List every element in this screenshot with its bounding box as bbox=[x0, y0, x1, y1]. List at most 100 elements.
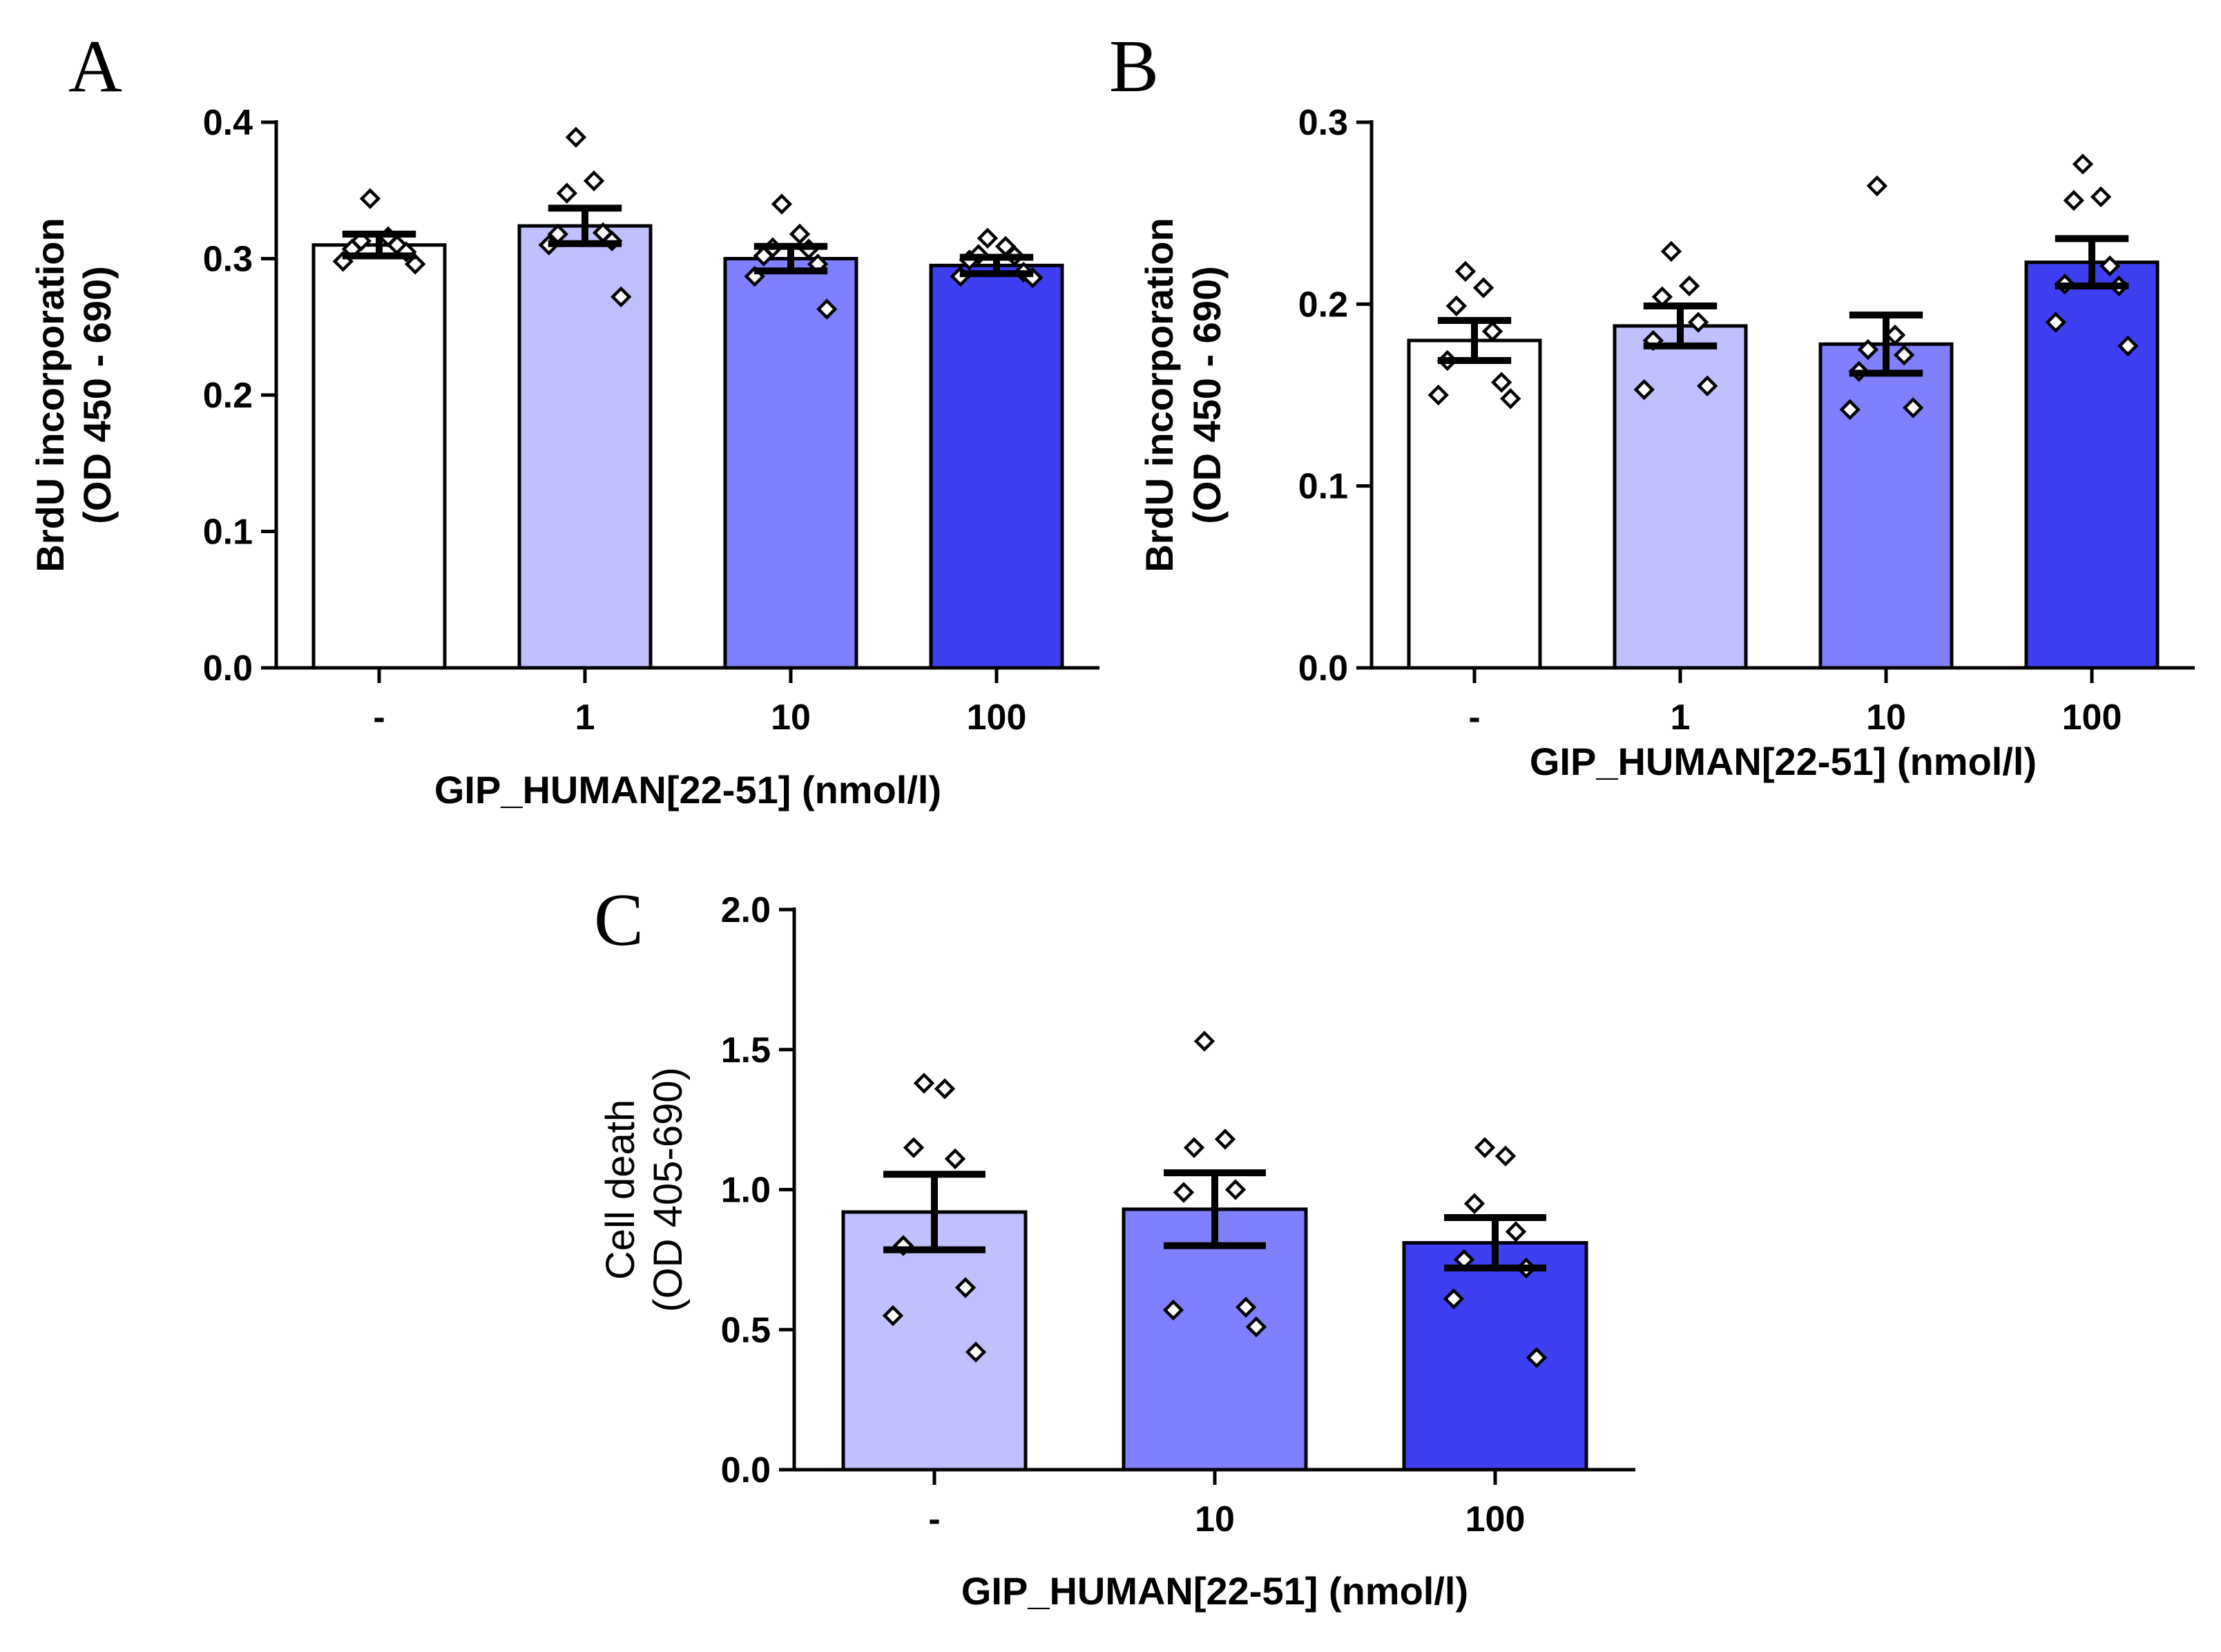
y-tick-label: 2.0 bbox=[721, 890, 771, 930]
data-point bbox=[1884, 324, 1906, 346]
data-point bbox=[1526, 1347, 1548, 1368]
bar bbox=[517, 224, 653, 670]
data-point bbox=[556, 182, 578, 204]
data-point bbox=[789, 223, 811, 245]
y-axis-title: (OD 450 - 690) bbox=[75, 266, 119, 524]
error-bar bbox=[1643, 302, 1718, 349]
y-tick-label: 0.2 bbox=[1298, 285, 1348, 325]
y-axis-title: (OD 405-690) bbox=[646, 1067, 691, 1312]
data-point bbox=[1491, 372, 1512, 393]
error-bar bbox=[959, 253, 1034, 278]
data-point bbox=[1235, 1296, 1257, 1318]
data-point bbox=[1660, 240, 1682, 262]
data-point bbox=[1474, 1137, 1496, 1158]
bar bbox=[1613, 324, 1748, 670]
data-point bbox=[359, 188, 381, 209]
y-axis-title: (OD 450 - 690) bbox=[1185, 266, 1229, 524]
x-axis-title: GIP_HUMAN[22-51] (nmol/l) bbox=[961, 1569, 1468, 1613]
x-tick-label: - bbox=[928, 1499, 940, 1539]
data-point bbox=[1505, 1221, 1527, 1242]
data-point bbox=[913, 1073, 935, 1094]
x-tick-label: 10 bbox=[1195, 1499, 1235, 1539]
x-axis-title: GIP_HUMAN[22-51] (nmol/l) bbox=[1530, 740, 2037, 783]
data-point bbox=[2063, 190, 2085, 211]
bar bbox=[841, 1210, 1028, 1472]
data-point bbox=[753, 245, 774, 267]
y-tick-label: 1.5 bbox=[721, 1030, 771, 1070]
data-point bbox=[2117, 335, 2139, 357]
panel-label: C bbox=[594, 879, 644, 961]
error-bar bbox=[753, 242, 828, 275]
data-point bbox=[1214, 1128, 1236, 1150]
data-point bbox=[1193, 1030, 1215, 1052]
data-point bbox=[903, 1137, 925, 1158]
bar bbox=[1402, 1241, 1588, 1472]
error-bar bbox=[342, 230, 416, 260]
data-point bbox=[2090, 186, 2112, 208]
data-point bbox=[1494, 1145, 1517, 1167]
data-point bbox=[1893, 344, 1915, 366]
chart-panel-c: C 0.0 0.5 1.0 1.5 2.0 - 10 100 GIP_HUMAN[22-51] (… bbox=[594, 879, 1635, 1613]
data-point bbox=[610, 286, 632, 307]
y-axis-title: Cell death bbox=[598, 1099, 643, 1280]
data-point bbox=[1445, 295, 1468, 317]
data-point bbox=[934, 1078, 956, 1099]
data-point bbox=[1454, 260, 1477, 282]
x-tick-label: 1 bbox=[1671, 698, 1691, 738]
x-tick-label: 100 bbox=[967, 698, 1027, 738]
data-point bbox=[1173, 1182, 1195, 1203]
data-point bbox=[1687, 311, 1709, 333]
x-axis-title: GIP_HUMAN[22-51] (nmol/l) bbox=[434, 768, 941, 811]
data-point bbox=[1697, 375, 1718, 397]
error-bar bbox=[548, 204, 622, 247]
data-point bbox=[944, 1148, 966, 1170]
error-bar bbox=[1164, 1169, 1266, 1249]
error-bar bbox=[883, 1171, 985, 1254]
x-tick-label: - bbox=[1468, 698, 1480, 738]
data-point bbox=[965, 1341, 987, 1363]
data-point bbox=[1183, 1137, 1205, 1158]
y-axis-title: BrdU incorporation bbox=[28, 218, 72, 572]
data-point bbox=[583, 170, 605, 192]
bar bbox=[1407, 338, 1542, 670]
data-point bbox=[1678, 275, 1700, 297]
y-tick-label: 0.3 bbox=[1298, 103, 1348, 143]
bar bbox=[723, 257, 858, 670]
y-tick-label: 0.0 bbox=[1298, 649, 1348, 689]
x-tick-label: - bbox=[373, 698, 385, 738]
error-bar bbox=[2055, 235, 2129, 289]
data-point bbox=[2099, 255, 2121, 277]
data-point bbox=[1857, 338, 1879, 361]
data-point bbox=[1245, 1316, 1267, 1338]
bar bbox=[929, 263, 1064, 670]
x-tick-label: 10 bbox=[771, 698, 811, 738]
data-point bbox=[1839, 398, 1861, 421]
y-tick-label: 0.4 bbox=[203, 103, 253, 143]
data-point bbox=[882, 1305, 904, 1327]
y-tick-label: 0.3 bbox=[203, 240, 253, 280]
error-bar bbox=[1437, 317, 1512, 364]
x-tick-label: 1 bbox=[575, 698, 595, 738]
data-point bbox=[1472, 277, 1494, 298]
bar bbox=[1818, 342, 1954, 670]
data-point bbox=[1224, 1179, 1247, 1200]
x-tick-label: 100 bbox=[1465, 1499, 1526, 1539]
panel-label: A bbox=[68, 26, 122, 108]
y-tick-label: 0.1 bbox=[1298, 467, 1348, 507]
error-bar bbox=[1444, 1214, 1546, 1272]
data-point bbox=[977, 227, 999, 249]
data-point bbox=[1481, 320, 1503, 343]
data-point bbox=[1633, 378, 1655, 401]
x-tick-label: 10 bbox=[1866, 698, 1906, 738]
chart-panel-a: A 0.0 0.1 0.2 0.3 0.4 - 1 10 100 GIP_HUMAN[22-51] … bbox=[28, 26, 1099, 811]
y-axis-title: BrdU incorporation bbox=[1137, 218, 1181, 572]
y-tick-label: 1.0 bbox=[721, 1171, 771, 1211]
bar bbox=[2024, 260, 2160, 670]
data-point bbox=[954, 1277, 977, 1298]
data-point bbox=[565, 126, 587, 148]
data-point bbox=[1500, 388, 1521, 410]
x-tick-label: 100 bbox=[2062, 698, 2122, 738]
bar bbox=[1122, 1207, 1308, 1472]
y-tick-label: 0.5 bbox=[721, 1310, 771, 1350]
